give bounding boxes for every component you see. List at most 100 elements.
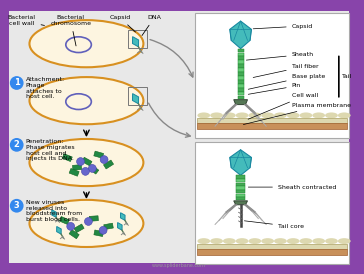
Bar: [238, 53, 244, 56]
Ellipse shape: [325, 238, 338, 244]
Circle shape: [67, 222, 75, 230]
Ellipse shape: [338, 112, 351, 118]
Ellipse shape: [236, 238, 249, 244]
Text: Cell wall: Cell wall: [248, 93, 318, 119]
Ellipse shape: [197, 112, 210, 118]
Ellipse shape: [274, 238, 287, 244]
Text: Attachment:
Phage
attaches to
host cell.: Attachment: Phage attaches to host cell.: [25, 77, 65, 99]
Bar: [128, 87, 147, 105]
Ellipse shape: [312, 238, 325, 244]
Bar: [238, 84, 244, 88]
Bar: [89, 165, 99, 174]
Text: Bacterial
chromosome: Bacterial chromosome: [50, 15, 91, 46]
Polygon shape: [57, 227, 61, 234]
Polygon shape: [120, 213, 125, 220]
Bar: [128, 30, 147, 48]
Bar: [69, 169, 79, 176]
Text: Sheath: Sheath: [246, 52, 314, 60]
Bar: [94, 151, 104, 158]
Bar: [59, 216, 70, 224]
Bar: [238, 68, 244, 72]
Bar: [236, 193, 245, 197]
Ellipse shape: [223, 112, 236, 118]
Circle shape: [88, 164, 96, 172]
Circle shape: [10, 138, 24, 152]
Circle shape: [84, 218, 92, 226]
Bar: [103, 160, 114, 169]
Bar: [238, 88, 244, 92]
FancyArrowPatch shape: [149, 103, 190, 137]
Bar: [104, 223, 113, 230]
Bar: [238, 76, 244, 80]
Text: Base plate: Base plate: [248, 74, 325, 89]
Text: Bacterial
cell wall: Bacterial cell wall: [8, 15, 44, 26]
Ellipse shape: [261, 112, 274, 118]
Text: 2: 2: [14, 140, 20, 149]
Bar: [197, 118, 347, 123]
Ellipse shape: [338, 238, 351, 244]
Ellipse shape: [236, 112, 249, 118]
Ellipse shape: [197, 238, 210, 244]
Bar: [94, 230, 103, 236]
Bar: [74, 224, 84, 233]
Bar: [238, 92, 244, 95]
Ellipse shape: [287, 112, 300, 118]
Text: Plasma membrane: Plasma membrane: [243, 103, 351, 125]
Ellipse shape: [300, 112, 312, 118]
Bar: [236, 179, 245, 182]
Ellipse shape: [300, 238, 312, 244]
Ellipse shape: [261, 238, 274, 244]
Text: DNA: DNA: [142, 15, 161, 36]
Ellipse shape: [210, 112, 223, 118]
Ellipse shape: [210, 238, 223, 244]
Ellipse shape: [29, 200, 143, 247]
Bar: [69, 230, 79, 239]
Bar: [236, 197, 245, 201]
Text: 1: 1: [14, 78, 20, 87]
Bar: [238, 60, 244, 64]
Bar: [82, 157, 92, 166]
Text: Tail core: Tail core: [244, 221, 304, 229]
Ellipse shape: [29, 20, 143, 67]
Polygon shape: [234, 201, 248, 205]
Polygon shape: [118, 222, 122, 230]
Ellipse shape: [29, 139, 143, 186]
Ellipse shape: [29, 77, 143, 124]
Text: 3: 3: [14, 201, 20, 210]
Text: Capsid: Capsid: [253, 24, 313, 29]
Bar: [238, 56, 244, 60]
Circle shape: [10, 199, 24, 213]
Circle shape: [10, 76, 24, 90]
Bar: [197, 244, 347, 249]
Polygon shape: [132, 37, 139, 47]
Ellipse shape: [274, 112, 287, 118]
Ellipse shape: [223, 238, 236, 244]
Bar: [238, 72, 244, 76]
Ellipse shape: [325, 112, 338, 118]
Circle shape: [99, 226, 107, 234]
Polygon shape: [234, 100, 248, 105]
Circle shape: [76, 158, 84, 165]
Polygon shape: [52, 210, 56, 218]
Ellipse shape: [312, 112, 325, 118]
Bar: [236, 182, 245, 186]
Text: Pin: Pin: [248, 83, 301, 94]
Bar: [195, 13, 349, 138]
Text: New viruses
released into
bloodstream from
burst blood cells.: New viruses released into bloodstream fr…: [25, 200, 82, 222]
Polygon shape: [230, 150, 252, 175]
Bar: [238, 80, 244, 84]
Bar: [195, 142, 349, 264]
Bar: [238, 64, 244, 68]
Text: Tail fiber: Tail fiber: [253, 64, 318, 78]
Ellipse shape: [249, 112, 261, 118]
Bar: [197, 249, 347, 255]
Text: Tail: Tail: [342, 74, 352, 79]
Bar: [72, 165, 82, 170]
Bar: [238, 96, 244, 99]
Bar: [238, 48, 244, 52]
Circle shape: [82, 167, 90, 175]
Bar: [197, 123, 347, 129]
Ellipse shape: [249, 238, 261, 244]
FancyArrowPatch shape: [150, 39, 193, 77]
Bar: [236, 175, 245, 179]
